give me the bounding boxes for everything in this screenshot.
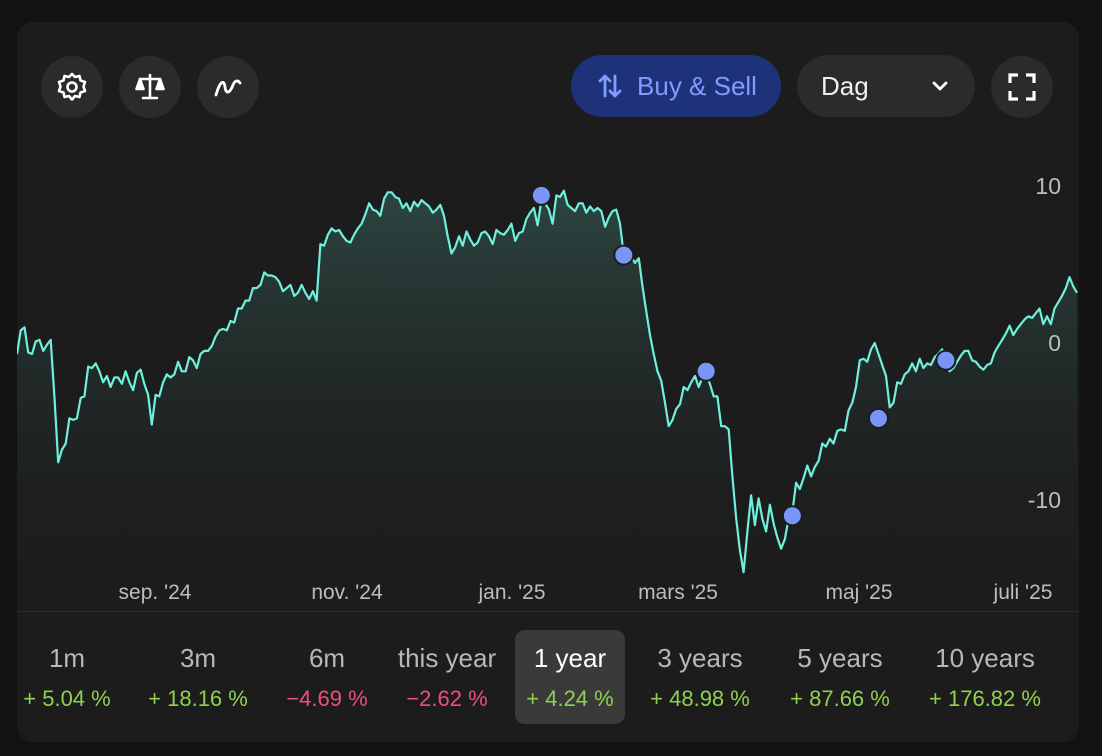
period-5-years[interactable]: 5 years + 87.66 % [775,630,905,724]
period-return: + 87.66 % [790,685,890,711]
divider [17,611,1079,612]
scale-icon [135,73,165,100]
period-return: −2.62 % [406,685,488,711]
period-return: + 176.82 % [929,685,1041,711]
trade-marker[interactable] [530,184,552,206]
x-tick-label: mars '25 [638,581,718,604]
chart-card: 10 0 -10 sep. '24 nov. '24 jan. '25 mars '25 m… [17,22,1079,742]
x-tick-label: nov. '24 [311,581,383,604]
period-label: 3m [179,642,217,673]
price-chart: 10 0 -10 sep. '24 nov. '24 jan. '25 mars '25 m… [17,173,1078,604]
gear-icon [57,72,87,101]
trade-marker[interactable] [695,360,717,382]
period-label: 5 years [797,642,883,673]
x-tick-label: sep. '24 [119,581,192,604]
period-label: this year [397,642,497,673]
chevron-down-icon [932,81,948,91]
period-return: −4.69 % [286,685,368,711]
fullscreen-button[interactable] [991,56,1053,118]
chart-area [17,190,1077,582]
interval-select[interactable]: Dag [797,55,975,117]
period-return: + 48.98 % [650,685,750,711]
period-label: 1m [48,642,86,673]
period-return: + 18.16 % [148,685,248,711]
x-tick-label: maj '25 [825,581,892,604]
indicators-button[interactable] [197,56,259,118]
period-return: + 4.24 % [526,685,614,711]
trade-marker[interactable] [867,407,889,429]
fullscreen-icon [1008,73,1036,101]
up-down-arrows-icon [598,74,622,98]
period-label: 1 year [533,642,607,673]
period-label: 10 years [935,642,1035,673]
period-10-years[interactable]: 10 years + 176.82 % [913,630,1057,724]
settings-button[interactable] [41,56,103,118]
period-3m[interactable]: 3m + 18.16 % [137,630,259,724]
period-this-year[interactable]: this year −2.62 % [391,630,503,724]
compare-button[interactable] [119,56,181,118]
interval-value: Dag [821,70,869,101]
period-label: 3 years [657,642,743,673]
period-return: + 5.04 % [23,685,111,711]
x-tick-label: juli '25 [993,581,1053,604]
trade-marker[interactable] [613,244,635,266]
y-tick-label: 10 [1035,173,1061,199]
wave-line-icon [214,79,242,97]
trade-marker[interactable] [781,505,803,527]
y-tick-label: -10 [1028,487,1061,513]
y-tick-label: 0 [1048,330,1061,356]
buy-sell-label: Buy & Sell [637,70,757,101]
period-1-year[interactable]: 1 year + 4.24 % [515,630,625,724]
trade-marker[interactable] [935,349,957,371]
x-tick-label: jan. '25 [477,581,545,604]
period-1m[interactable]: 1m + 5.04 % [17,630,121,724]
buy-sell-button[interactable]: Buy & Sell [571,55,781,117]
period-6m[interactable]: 6m −4.69 % [269,630,385,724]
period-3-years[interactable]: 3 years + 48.98 % [637,630,763,724]
price-line [17,189,1078,574]
period-label: 6m [308,642,346,673]
